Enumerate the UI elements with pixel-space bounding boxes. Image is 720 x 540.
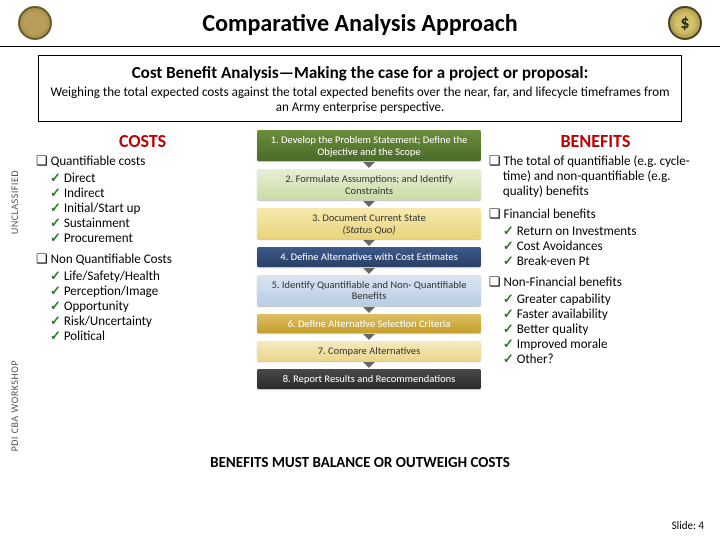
slide-number: Slide: 4 (672, 519, 704, 532)
slide: Comparative Analysis Approach Cost Benef… (0, 0, 720, 540)
step-4: 4. Define Alternatives with Cost Estimat… (257, 247, 481, 267)
list-item: Opportunity (36, 299, 249, 314)
step-1: 1. Develop the Problem Statement; Define… (257, 130, 481, 161)
side-label-workshop: PDI CBA WORKSHOP (8, 360, 21, 451)
costs-title: COSTS (36, 130, 249, 152)
step-2: 2. Formulate Assumptions; and Identify C… (257, 169, 481, 200)
benefits-title: BENEFITS (489, 130, 702, 152)
benefits-column: BENEFITS The total of quantifiable (e.g.… (489, 130, 702, 452)
header: Comparative Analysis Approach (0, 0, 720, 40)
dollar-seal-icon (668, 6, 702, 40)
list-item: Return on Investments (489, 224, 702, 239)
list-item: Improved morale (489, 337, 702, 352)
chevron-down-icon (363, 334, 375, 340)
costs-group-quantifiable: Quantifiable costs (36, 154, 249, 169)
list-item: Cost Avoidances (489, 239, 702, 254)
costs-group-nonquant: Non Quantifiable Costs (36, 252, 249, 267)
list-item: Indirect (36, 186, 249, 201)
chevron-down-icon (363, 307, 375, 313)
chevron-down-icon (363, 201, 375, 207)
process-column: 1. Develop the Problem Statement; Define… (257, 130, 481, 452)
chevron-down-icon (363, 162, 375, 168)
side-label-classification: UNCLASSIFIED (8, 170, 21, 234)
army-seal-icon (18, 6, 52, 40)
step-3: 3. Document Current State(Status Quo) (257, 208, 481, 239)
list-item: Direct (36, 171, 249, 186)
chevron-down-icon (363, 240, 375, 246)
costs-column: COSTS Quantifiable costs Direct Indirect… (36, 130, 249, 452)
list-item: Sustainment (36, 216, 249, 231)
list-item: Risk/Uncertainty (36, 314, 249, 329)
list-item: Better quality (489, 322, 702, 337)
benefits-group-total: The total of quantifiable (e.g. cycle-ti… (489, 154, 702, 199)
benefits-group-nonfinancial: Non-Financial benefits (489, 275, 702, 290)
list-item: Faster availability (489, 307, 702, 322)
list-item: Other? (489, 352, 702, 367)
step-5: 5. Identify Quantifiable and Non- Quanti… (257, 275, 481, 306)
chevron-down-icon (363, 362, 375, 368)
list-item: Initial/Start up (36, 201, 249, 216)
list-item: Life/Safety/Health (36, 269, 249, 284)
list-item: Break-even Pt (489, 254, 702, 269)
list-item: Perception/Image (36, 284, 249, 299)
summary-box: Cost Benefit Analysis—Making the case fo… (38, 55, 682, 122)
list-item: Procurement (36, 231, 249, 246)
step-8: 8. Report Results and Recommendations (257, 369, 481, 389)
content-body: COSTS Quantifiable costs Direct Indirect… (0, 122, 720, 452)
divider (0, 46, 720, 47)
summary-body: Weighing the total expected costs agains… (49, 85, 671, 115)
list-item: Political (36, 329, 249, 344)
summary-heading: Cost Benefit Analysis—Making the case fo… (49, 62, 671, 83)
list-item: Greater capability (489, 292, 702, 307)
chevron-down-icon (363, 268, 375, 274)
page-title: Comparative Analysis Approach (202, 9, 517, 38)
step-6: 6. Define Alternative Selection Criteria (257, 314, 481, 334)
benefits-group-financial: Financial benefits (489, 207, 702, 222)
tagline: BENEFITS MUST BALANCE OR OUTWEIGH COSTS (0, 454, 720, 472)
step-7: 7. Compare Alternatives (257, 341, 481, 361)
